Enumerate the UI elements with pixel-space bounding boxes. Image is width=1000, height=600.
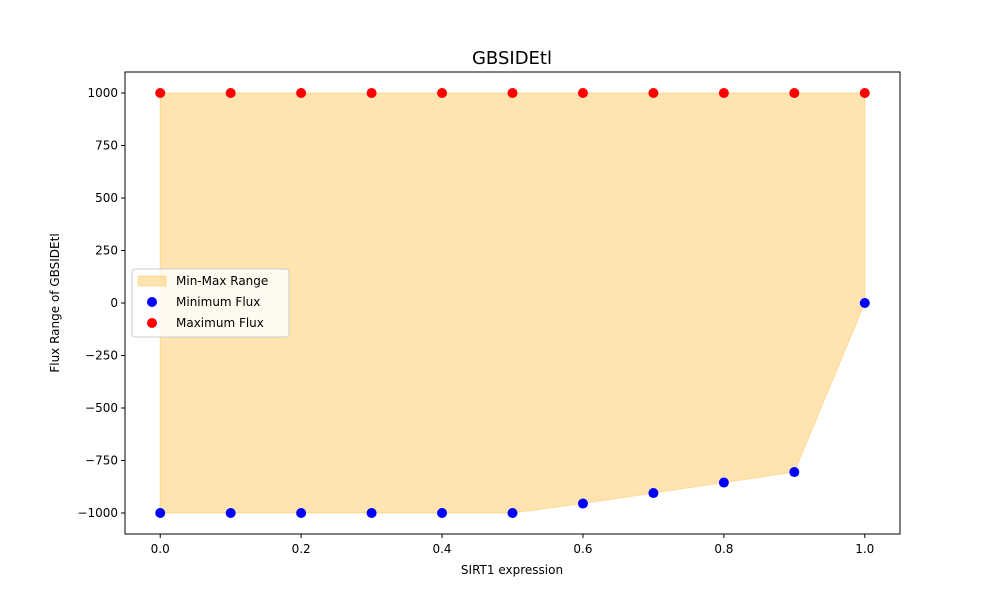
max-flux-point xyxy=(718,88,729,98)
y-tick-label: −1000 xyxy=(77,506,118,520)
legend-frame xyxy=(131,268,290,338)
legend-swatch-range xyxy=(137,275,167,287)
y-tick-label: −500 xyxy=(85,401,118,415)
max-flux-point xyxy=(296,88,307,98)
min-flux-point xyxy=(718,477,729,488)
legend: Min-Max Range Minimum Flux Maximum Flux xyxy=(131,268,290,338)
legend-label-range: Min-Max Range xyxy=(176,274,268,288)
min-flux-point xyxy=(789,467,800,478)
y-tick-label: 250 xyxy=(95,244,118,258)
max-flux-point xyxy=(437,88,448,98)
legend-label-min: Minimum Flux xyxy=(176,295,260,309)
y-tick-label: −750 xyxy=(85,454,118,468)
legend-marker-min xyxy=(147,297,157,307)
y-tick-label: 750 xyxy=(95,139,118,153)
min-flux-point xyxy=(155,508,166,518)
max-flux-point xyxy=(366,88,377,98)
min-flux-point xyxy=(225,508,236,518)
x-axis-label: SIRT1 expression xyxy=(461,563,563,577)
x-tick-label: 1.0 xyxy=(855,542,874,556)
min-flux-point xyxy=(366,508,377,518)
max-flux-point xyxy=(155,88,166,98)
x-tick-label: 0.2 xyxy=(292,542,311,556)
y-tick-label: 0 xyxy=(110,296,118,310)
min-flux-point xyxy=(507,508,518,518)
legend-marker-max xyxy=(147,318,157,328)
x-tick-label: 0.8 xyxy=(714,542,733,556)
y-tick-label: −250 xyxy=(85,349,118,363)
min-flux-point xyxy=(437,508,448,518)
max-flux-point xyxy=(789,88,800,98)
max-flux-point xyxy=(225,88,236,98)
min-flux-point xyxy=(296,508,307,518)
max-flux-point xyxy=(859,88,870,98)
x-tick-label: 0.0 xyxy=(151,542,170,556)
min-flux-point xyxy=(648,488,659,499)
x-tick-label: 0.4 xyxy=(432,542,451,556)
x-tick-label: 0.6 xyxy=(573,542,592,556)
max-flux-point xyxy=(648,88,659,98)
y-axis-label: Flux Range of GBSIDEtl xyxy=(48,233,62,372)
legend-label-max: Maximum Flux xyxy=(176,316,264,330)
y-tick-label: 500 xyxy=(95,191,118,205)
y-tick-label: 1000 xyxy=(87,86,118,100)
min-flux-point xyxy=(859,298,870,308)
min-flux-point xyxy=(577,498,588,509)
chart-title: GBSIDEtl xyxy=(472,48,552,69)
max-flux-point xyxy=(577,88,588,98)
max-flux-point xyxy=(507,88,518,98)
